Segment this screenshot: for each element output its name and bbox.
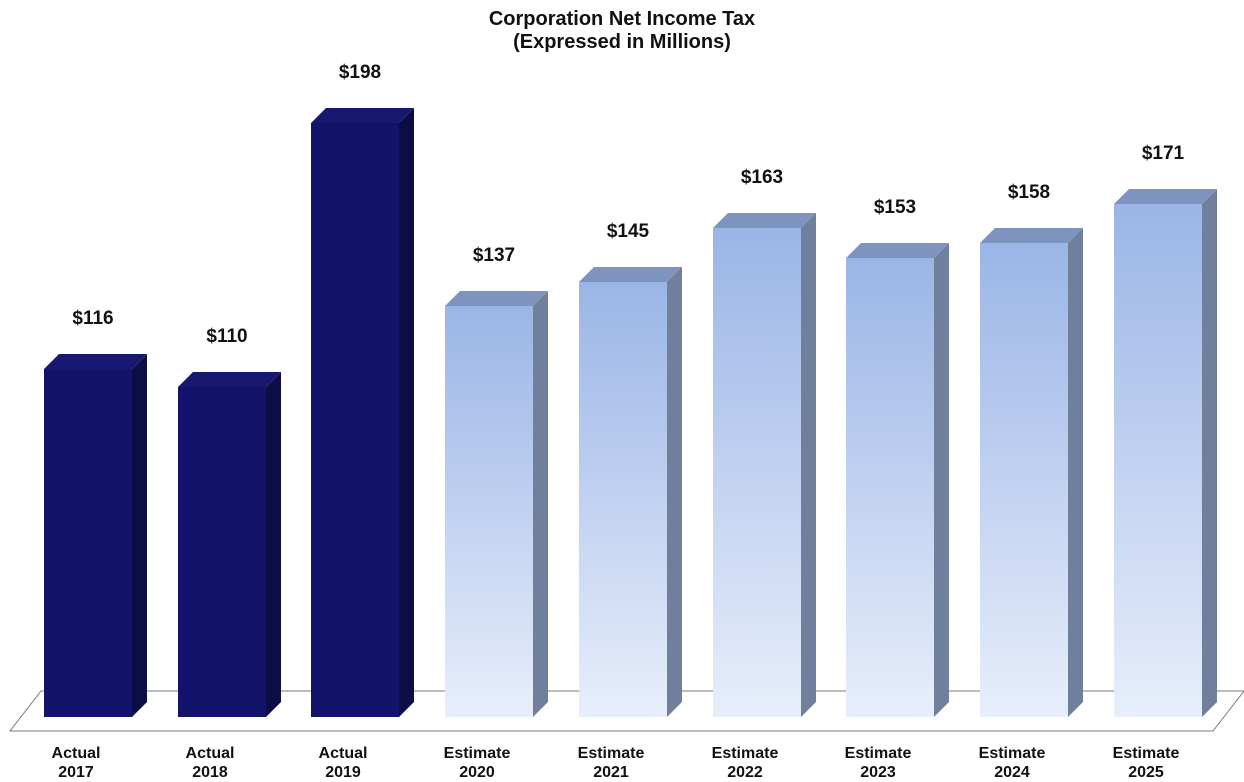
bar-side-2025: [1202, 189, 1217, 717]
bar-2017: [44, 354, 147, 717]
chart-title-line-2: (Expressed in Millions): [513, 31, 731, 53]
bar-2021: [579, 267, 682, 717]
value-label-2023: $153: [874, 197, 916, 218]
bar-top-2020: [445, 291, 548, 306]
bar-front-2019: [311, 123, 399, 717]
bar-side-2020: [533, 291, 548, 717]
bar-side-2024: [1068, 228, 1083, 717]
category-label-2021-year: 2021: [593, 764, 629, 781]
category-label-2019-year: 2019: [325, 764, 361, 781]
bar-front-2017: [44, 369, 132, 717]
bar-side-2018: [266, 372, 281, 717]
bar-side-2022: [801, 213, 816, 717]
bar-side-2023: [934, 243, 949, 717]
bar-2022: [713, 213, 816, 717]
bar-top-2022: [713, 213, 816, 228]
bar-top-2019: [311, 108, 414, 123]
bar-top-2025: [1114, 189, 1217, 204]
bar-top-2017: [44, 354, 147, 369]
category-label-2018-kind: Actual: [186, 745, 235, 762]
category-label-2018-year: 2018: [192, 764, 228, 781]
category-label-2022-year: 2022: [727, 764, 763, 781]
category-label-2019-kind: Actual: [319, 745, 368, 762]
bar-top-2018: [178, 372, 281, 387]
bar-front-2024: [980, 243, 1068, 717]
chart-title-line-1: Corporation Net Income Tax: [488, 8, 756, 30]
bars-layer: [44, 108, 1217, 717]
bar-front-2025: [1114, 204, 1202, 717]
category-label-2022-kind: Estimate: [712, 745, 779, 762]
value-label-2020: $137: [473, 245, 515, 266]
chart-title: Corporation Net Income Tax (Expressed in…: [0, 8, 1244, 54]
value-labels-layer: $116 $110 $198 $137 $145 $163 $153 $158 $171: [72, 62, 1184, 347]
bar-front-2021: [579, 282, 667, 717]
bar-side-2017: [132, 354, 147, 717]
category-label-2021-kind: Estimate: [578, 745, 645, 762]
bar-side-2021: [667, 267, 682, 717]
bar-top-2021: [579, 267, 682, 282]
category-label-2023-year: 2023: [860, 764, 896, 781]
bar-front-2018: [178, 387, 266, 717]
value-label-2019: $198: [339, 62, 381, 83]
bar-2020: [445, 291, 548, 717]
category-label-2023-kind: Estimate: [845, 745, 912, 762]
bar-2019: [311, 108, 414, 717]
bar-front-2020: [445, 306, 533, 717]
value-label-2018: $110: [206, 326, 247, 347]
bar-2024: [980, 228, 1083, 717]
category-label-2020-kind: Estimate: [444, 745, 511, 762]
value-label-2022: $163: [741, 167, 783, 188]
bar-top-2024: [980, 228, 1083, 243]
value-label-2017: $116: [72, 308, 113, 329]
value-label-2024: $158: [1008, 182, 1050, 203]
value-label-2021: $145: [607, 221, 650, 242]
category-label-2025-year: 2025: [1128, 764, 1164, 781]
category-label-2024-year: 2024: [994, 764, 1030, 781]
bar-2023: [846, 243, 949, 717]
category-label-2020-year: 2020: [459, 764, 495, 781]
category-label-2025-kind: Estimate: [1113, 745, 1180, 762]
bar-top-2023: [846, 243, 949, 258]
value-label-2025: $171: [1142, 143, 1185, 164]
category-label-2024-kind: Estimate: [979, 745, 1046, 762]
bar-front-2023: [846, 258, 934, 717]
chart-floor: [8, 690, 1244, 732]
bar-2025: [1114, 189, 1217, 717]
category-label-2017-kind: Actual: [52, 745, 101, 762]
bar-side-2019: [399, 108, 414, 717]
category-labels-layer: Actual 2017 Actual 2018 Actual 2019 Estimate 20…: [52, 745, 1180, 781]
bar-2018: [178, 372, 281, 717]
category-label-2017-year: 2017: [58, 764, 94, 781]
bar-front-2022: [713, 228, 801, 717]
